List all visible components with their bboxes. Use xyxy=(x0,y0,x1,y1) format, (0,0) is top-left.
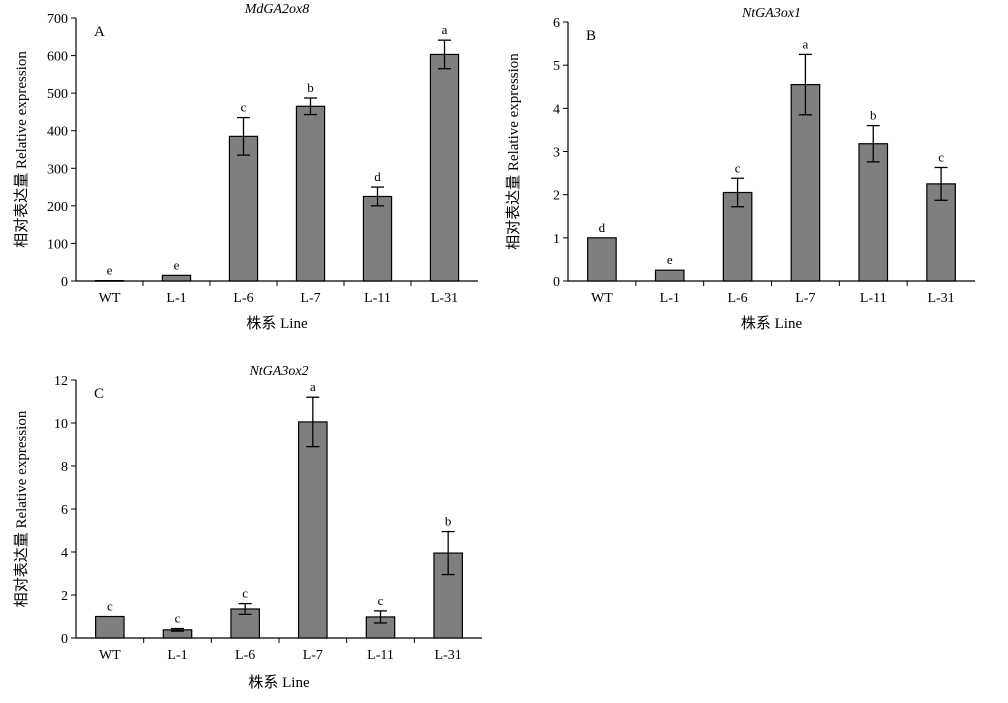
x-axis-label: 株系 Line xyxy=(248,674,310,691)
y-tick-label: 10 xyxy=(54,417,68,432)
bar-l-7 xyxy=(295,105,326,282)
y-tick-label: 4 xyxy=(553,102,560,117)
x-tick-label: L-6 xyxy=(235,648,255,663)
y-tick-label: 0 xyxy=(61,275,68,290)
y-axis-label: 相对表达量 Relative expression xyxy=(13,410,30,607)
y-tick-label: 12 xyxy=(54,374,68,389)
chart-title: NtGA3ox1 xyxy=(741,6,801,21)
x-tick-label: L-11 xyxy=(367,648,394,663)
panel-letter: C xyxy=(94,386,104,402)
y-tick-label: 700 xyxy=(47,12,68,27)
bar-l-11 xyxy=(858,143,889,282)
x-tick-label: L-11 xyxy=(860,291,887,306)
y-tick-label: 0 xyxy=(61,632,68,647)
error-bar-l-31 xyxy=(438,39,451,70)
x-tick-label: L-6 xyxy=(233,291,253,306)
chart-panel-b: 0 1 2 3 4 5 6 d WT e L-1 c L-6 a L-7 b L-11 c L-31 NtGA3ox1… xyxy=(505,6,975,332)
y-tick-label: 8 xyxy=(61,460,68,475)
significance-letter: b xyxy=(445,514,452,529)
bar-wt xyxy=(94,280,125,282)
significance-letter: d xyxy=(599,220,606,235)
bar-l-6 xyxy=(228,135,259,282)
y-axis-label: 相对表达量 Relative expression xyxy=(505,53,522,250)
bar-l-11 xyxy=(362,195,393,282)
y-tick-label: 4 xyxy=(61,546,68,561)
significance-letter: c xyxy=(242,586,248,601)
significance-letter: e xyxy=(667,252,673,267)
error-bar-l-1 xyxy=(171,627,184,632)
y-tick-label: 400 xyxy=(47,125,68,140)
y-tick-label: 5 xyxy=(553,59,560,74)
x-tick-label: WT xyxy=(99,291,121,306)
y-tick-label: 3 xyxy=(553,146,560,161)
bar-l-31 xyxy=(429,53,460,282)
significance-letter: c xyxy=(378,593,384,608)
x-tick-label: L-7 xyxy=(300,291,320,306)
x-tick-label: L-7 xyxy=(303,648,323,663)
chart-panel-c: 0 2 4 6 8 10 12 c WT c L-1 c L-6 a L-7 c L-11 b L-31 NtGA3o… xyxy=(13,364,482,691)
y-tick-label: 100 xyxy=(47,237,68,252)
error-bar-l-31 xyxy=(441,530,455,576)
significance-letter: a xyxy=(803,36,809,51)
significance-letter: a xyxy=(310,379,316,394)
y-tick-label: 6 xyxy=(61,503,68,518)
error-bar-l-6 xyxy=(237,116,250,156)
chart-title: MdGA2ox8 xyxy=(244,2,310,17)
error-bar-l-11 xyxy=(374,610,387,624)
x-tick-label: L-7 xyxy=(795,291,815,306)
y-tick-label: 2 xyxy=(61,589,68,604)
x-tick-label: WT xyxy=(591,291,613,306)
y-axis-label: 相对表达量 Relative expression xyxy=(13,51,30,248)
error-bar-l-7 xyxy=(798,53,812,116)
error-bar-l-11 xyxy=(371,186,384,207)
bar-wt xyxy=(587,237,617,282)
bar-l-1 xyxy=(654,269,685,282)
significance-letter: a xyxy=(442,22,448,37)
panel-letter: B xyxy=(586,28,596,44)
y-tick-label: 6 xyxy=(553,16,560,31)
error-bar-l-6 xyxy=(238,602,252,615)
bar-wt xyxy=(95,615,125,639)
error-bar-l-7 xyxy=(304,97,317,116)
x-axis-label: 株系 Line xyxy=(246,315,308,332)
error-bar-l-7 xyxy=(306,396,320,448)
y-tick-label: 500 xyxy=(47,87,68,102)
bar-l-7 xyxy=(298,421,328,639)
chart-title: NtGA3ox2 xyxy=(248,364,308,379)
significance-letter: b xyxy=(870,108,877,123)
chart-panel-a: 0 100 200 300 400 500 600 700 e WT e L-1 c L-6 b L-7 d L-… xyxy=(13,2,478,332)
y-tick-label: 1 xyxy=(553,232,560,247)
significance-letter: c xyxy=(938,149,944,164)
x-tick-label: L-31 xyxy=(435,648,462,663)
bar-l-1 xyxy=(161,274,192,282)
x-tick-label: WT xyxy=(99,648,121,663)
panel-letter: A xyxy=(94,24,105,40)
y-tick-label: 2 xyxy=(553,189,560,204)
significance-letter: c xyxy=(241,100,247,115)
error-bar-l-31 xyxy=(934,166,948,201)
y-tick-label: 200 xyxy=(47,200,68,215)
significance-letter: c xyxy=(735,160,741,175)
significance-letter: d xyxy=(374,169,381,184)
error-bar-l-6 xyxy=(731,177,745,208)
y-tick-label: 300 xyxy=(47,162,68,177)
significance-letter: c xyxy=(107,599,113,614)
x-tick-label: L-11 xyxy=(364,291,391,306)
x-tick-label: L-1 xyxy=(166,291,186,306)
significance-letter: e xyxy=(174,257,180,272)
x-tick-label: L-31 xyxy=(927,291,954,306)
y-tick-label: 0 xyxy=(553,275,560,290)
error-bar-l-11 xyxy=(866,124,880,163)
x-tick-label: L-31 xyxy=(431,291,458,306)
x-tick-label: L-1 xyxy=(167,648,187,663)
significance-letter: e xyxy=(107,263,113,278)
x-tick-label: L-6 xyxy=(727,291,747,306)
significance-letter: b xyxy=(307,80,314,95)
x-tick-label: L-1 xyxy=(660,291,680,306)
y-tick-label: 600 xyxy=(47,50,68,65)
x-axis-label: 株系 Line xyxy=(741,315,803,332)
significance-letter: c xyxy=(175,611,181,626)
